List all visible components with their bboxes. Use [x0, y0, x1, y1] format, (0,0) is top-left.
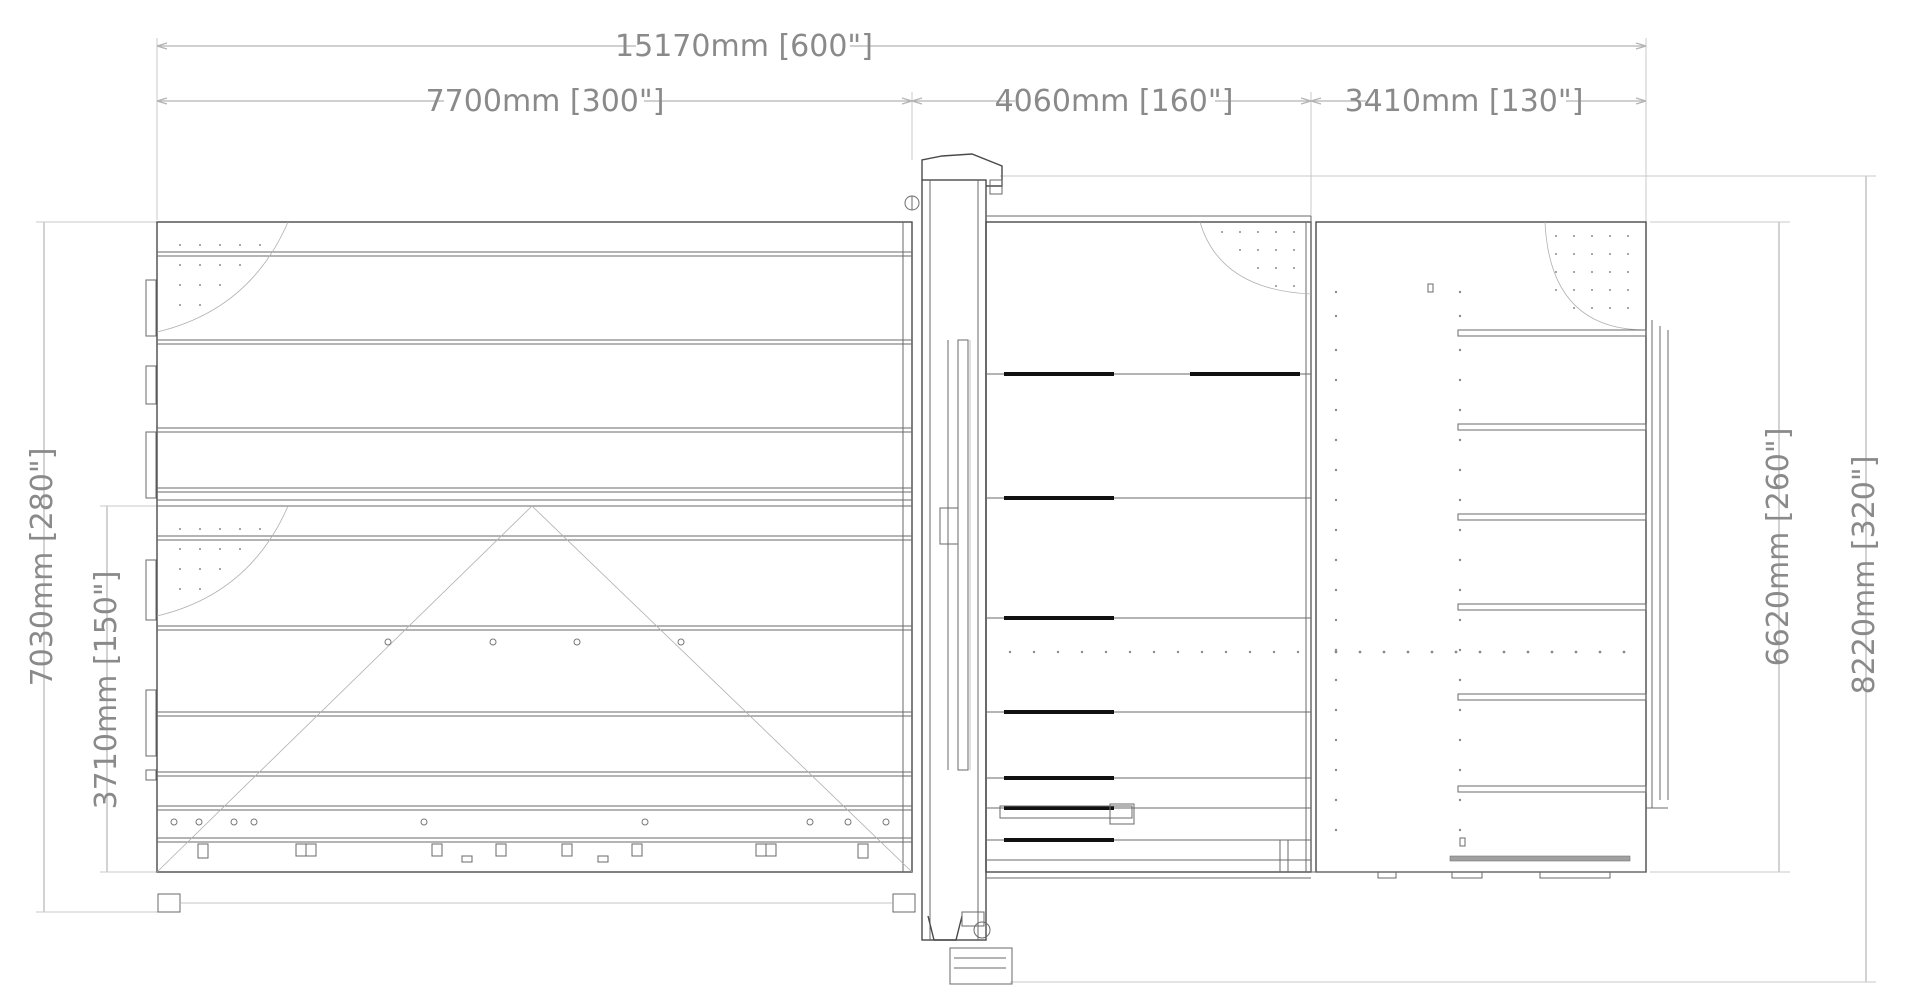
left-height-label: 7030mm [280"]: [25, 448, 60, 687]
middle-cutting-table: [985, 215, 1312, 879]
suction-dot-grid-upper: [179, 244, 261, 306]
left-side-clamps: [145, 279, 157, 781]
right-unloading-table: [1311, 221, 1669, 879]
bottom-clamps: [197, 843, 869, 863]
right-outer-height-label: 8220mm [320"]: [1847, 456, 1882, 695]
middle-width-label: 4060mm [160"]: [995, 84, 1234, 119]
dimension-lines: [36, 38, 1876, 983]
cutting-bars: [1004, 372, 1300, 842]
roller-arms: [1457, 329, 1647, 793]
right-width-label: 3410mm [130"]: [1345, 84, 1584, 119]
right-inner-height-label: 6620mm [260"]: [1761, 428, 1796, 667]
left-lower-height-label: 3710mm [150"]: [89, 571, 124, 810]
left-loading-table: [145, 221, 916, 913]
dimension-labels: 15170mm [600"] 7700mm [300"] 4060mm [160…: [25, 28, 1882, 809]
overall-width-label: 15170mm [600"]: [615, 29, 873, 64]
suction-dot-grid-lower: [179, 528, 261, 590]
left-width-label: 7700mm [300"]: [426, 84, 665, 119]
